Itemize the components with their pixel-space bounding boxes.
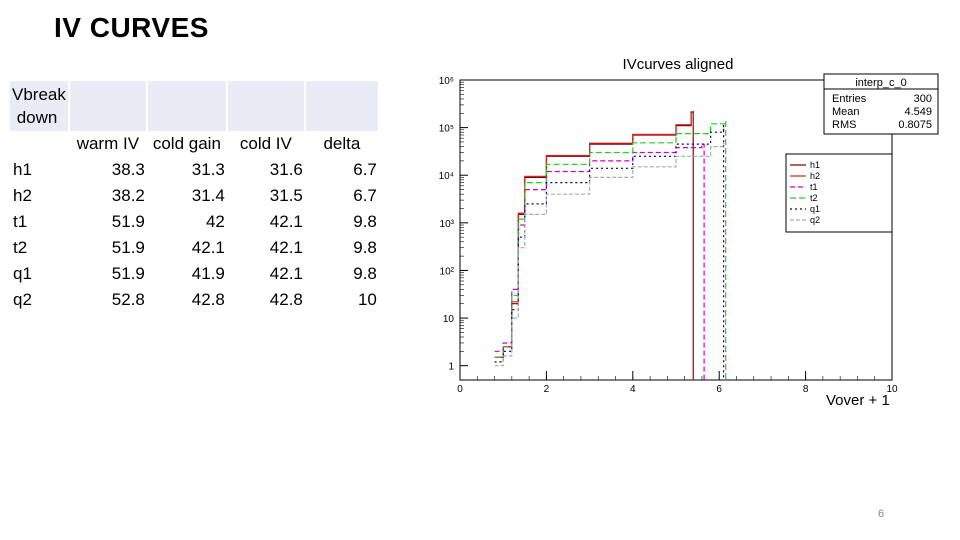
row-label: t2 xyxy=(13,238,28,257)
table-cell: 42.1 xyxy=(191,238,225,257)
y-tick-label: 10⁵ xyxy=(439,124,454,135)
legend-label: h1 xyxy=(810,160,820,170)
stats-value: 0.8075 xyxy=(898,119,932,131)
x-tick-label: 10 xyxy=(886,384,898,395)
series-line-t1 xyxy=(494,143,705,380)
y-tick-label: 10² xyxy=(440,266,455,277)
table-cell: 42.1 xyxy=(269,264,303,283)
row-label: q2 xyxy=(13,290,32,309)
table-cell: 6.7 xyxy=(353,186,377,205)
table-row: q2 52.8 42.8 42.8 10 xyxy=(10,287,379,313)
legend-label: t1 xyxy=(810,182,818,192)
series-lines xyxy=(494,110,727,380)
column-header-empty xyxy=(10,131,69,157)
table-cell: 51.9 xyxy=(111,212,145,231)
corner-line-1: Vbreak xyxy=(12,85,66,104)
x-tick-label: 6 xyxy=(716,384,722,395)
table-cell: 38.3 xyxy=(111,160,145,179)
series-line-q2 xyxy=(494,141,725,367)
series-line-q1 xyxy=(494,125,725,380)
table-cell: 10 xyxy=(357,290,377,309)
x-axis-label: Vover + 1 xyxy=(826,392,890,409)
x-tick-label: 0 xyxy=(457,384,463,395)
table-corner-label: Vbreak down xyxy=(10,81,70,131)
table-cell: 9.8 xyxy=(353,264,377,283)
column-header: delta xyxy=(323,134,361,153)
stats-label: Entries xyxy=(832,93,867,105)
header-band-cell xyxy=(226,81,306,131)
stats-title: interp_c_0 xyxy=(855,77,906,89)
x-tick-label: 2 xyxy=(544,384,550,395)
table-row: t2 51.9 42.1 42.1 9.8 xyxy=(10,235,379,261)
stats-value: 4.549 xyxy=(904,106,932,118)
y-axis: 1 10 10² 10³ 10⁴ 10⁵ 10⁶ xyxy=(439,76,468,373)
stats-frame xyxy=(823,73,939,135)
table-cell: 31.4 xyxy=(191,186,225,205)
stats-label: Mean xyxy=(832,106,860,118)
table-cell: 38.2 xyxy=(111,186,145,205)
row-label: t1 xyxy=(13,212,28,231)
stats-label: RMS xyxy=(832,119,856,131)
legend-frame xyxy=(785,153,893,233)
row-label: h2 xyxy=(13,186,32,205)
table-cell: 42.8 xyxy=(191,290,225,309)
y-tick-label: 10³ xyxy=(440,219,455,230)
iv-chart-svg: IVcurves aligned 1 10 10² 10³ 10⁴ 10⁵ 10⁶ 0 2 4 6… xyxy=(439,56,939,395)
table-row: t1 51.9 42 42.1 9.8 xyxy=(10,209,379,235)
table-cell: 42.8 xyxy=(269,290,303,309)
table-cell: 41.9 xyxy=(191,264,225,283)
legend-label: q2 xyxy=(810,215,820,225)
row-label: h1 xyxy=(13,160,32,179)
y-tick-label: 10⁶ xyxy=(439,76,454,87)
y-tick-label: 10⁴ xyxy=(439,171,454,182)
table-cell: 6.7 xyxy=(353,160,377,179)
page-number: 6 xyxy=(878,508,885,520)
column-header-row: warm IV cold gain cold IV delta xyxy=(10,131,379,157)
x-axis: 0 2 4 6 8 10 xyxy=(457,371,898,395)
table-header-band: Vbreak down xyxy=(10,81,380,131)
table-cell: 9.8 xyxy=(353,238,377,257)
table-cell: 42.1 xyxy=(269,212,303,231)
vbreak-table: Vbreak down warm IV cold gain cold IV de… xyxy=(10,81,380,313)
table-cell: 31.6 xyxy=(269,160,303,179)
table-row: h2 38.2 31.4 31.5 6.7 xyxy=(10,183,379,209)
header-band-cell xyxy=(68,81,148,131)
column-header: warm IV xyxy=(76,134,140,153)
header-band-cell xyxy=(304,81,380,131)
table-row: q1 51.9 41.9 42.1 9.8 xyxy=(10,261,379,287)
table-cell: 42.1 xyxy=(269,238,303,257)
stats-value: 300 xyxy=(914,93,932,105)
legend-label: q1 xyxy=(810,204,820,214)
corner-line-2: down xyxy=(12,108,58,127)
table-cell: 51.9 xyxy=(111,264,145,283)
slide-title: IV CURVES xyxy=(54,12,209,43)
table-cell: 31.3 xyxy=(191,160,225,179)
table-cell: 51.9 xyxy=(111,238,145,257)
table-cell: 9.8 xyxy=(353,212,377,231)
y-tick-label: 10 xyxy=(443,314,455,325)
iv-chart: IVcurves aligned 1 10 10² 10³ 10⁴ 10⁵ 10⁶ 0 2 4 6… xyxy=(428,50,948,410)
row-label: q1 xyxy=(13,264,32,283)
table-cell: 42 xyxy=(205,212,225,231)
table-cell: 31.5 xyxy=(269,186,303,205)
header-band-cell xyxy=(146,81,228,131)
stats-box: interp_c_0 Entries 300 Mean 4.549 RMS 0.… xyxy=(823,73,939,135)
chart-title: IVcurves aligned xyxy=(623,56,734,73)
column-header: cold IV xyxy=(239,134,292,153)
x-tick-label: 8 xyxy=(803,384,809,395)
legend-label: h2 xyxy=(810,171,820,181)
y-tick-label: 1 xyxy=(448,362,454,373)
table-cell: 52.8 xyxy=(111,290,145,309)
column-header: cold gain xyxy=(152,134,221,153)
legend-label: t2 xyxy=(810,193,818,203)
table-row: h1 38.3 31.3 31.6 6.7 xyxy=(10,157,379,183)
series-line-t2 xyxy=(494,120,727,380)
x-tick-label: 4 xyxy=(630,384,636,395)
